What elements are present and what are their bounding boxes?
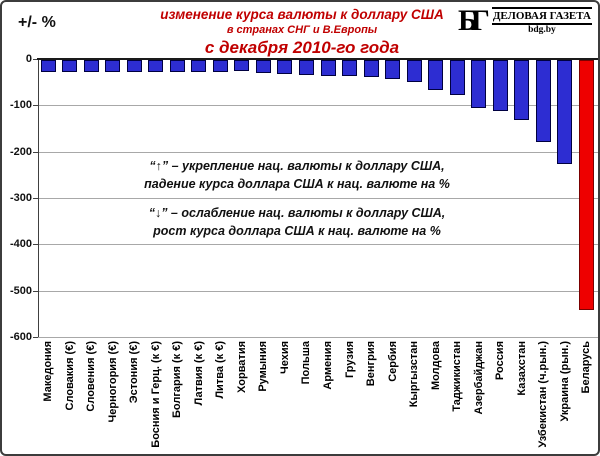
x-label-Македония: Македония (42, 341, 55, 402)
annotation-up: “↑” – укрепление нац. валюты к доллару С… (97, 158, 497, 193)
x-label-Беларусь: Беларусь (580, 341, 593, 394)
bdg-logo-name: ДЕЛОВАЯ ГАЗЕТА (491, 7, 592, 25)
bar-Беларусь (578, 60, 594, 311)
bar-Болгария (к €) (169, 60, 185, 72)
bar-Армения (320, 60, 336, 77)
bar-Литва (к €) (212, 60, 228, 72)
gridline--100 (37, 105, 598, 107)
bdg-monogram-icon: БГ (457, 4, 490, 37)
annotation-down-line2: рост курса доллара США к нац. валюте на … (153, 223, 441, 238)
y-tick-label: -600 (9, 331, 32, 343)
bdg-logo: БГ ДЕЛОВАЯ ГАЗЕТА bdg.by (457, 4, 592, 37)
bar-Латвия (к €) (191, 60, 207, 73)
y-tickmark (32, 198, 38, 199)
bar-Азербайджан (471, 60, 487, 109)
chart-title-line2: в странах СНГ и В.Европы (226, 24, 378, 36)
y-tickmark (32, 105, 38, 107)
y-tickmark (32, 337, 38, 338)
x-label-Литва (к €): Литва (к €) (214, 341, 227, 399)
bar-Эстония (€) (126, 60, 142, 72)
bar-Польша (298, 60, 314, 76)
x-label-Хорватия: Хорватия (235, 341, 248, 393)
y-tick-label: -100 (9, 99, 32, 112)
bar-Россия (492, 60, 508, 112)
y-tickmark (32, 151, 38, 153)
x-label-Польша: Польша (300, 341, 313, 385)
x-label-Чехия: Чехия (278, 341, 291, 374)
y-tick-label: -300 (9, 192, 32, 204)
bar-Украина (рын.) (557, 60, 573, 165)
x-label-Таджикистан: Таджикистан (451, 341, 464, 412)
bar-Узбекистан (ч.рын.) (535, 60, 551, 143)
bdg-logo-text: ДЕЛОВАЯ ГАЗЕТА bdg.by (491, 7, 592, 36)
bar-Македония (40, 60, 56, 72)
gridline--600 (37, 337, 598, 338)
x-label-Черногория (€): Черногория (€) (106, 341, 119, 423)
gridline--300 (37, 198, 598, 199)
x-label-Словакия (€): Словакия (€) (63, 341, 76, 411)
y-tick-label: 0 (25, 53, 32, 65)
x-label-Армения: Армения (322, 341, 334, 390)
annotation-down-line1: “↓” – ослабление нац. валюты к доллару С… (148, 206, 446, 220)
x-label-Молдова: Молдова (429, 341, 442, 391)
bdg-logo-site: bdg.by (528, 25, 556, 35)
zero-baseline (36, 58, 598, 60)
bar-Таджикистан (449, 60, 465, 96)
bar-Грузия (342, 60, 358, 77)
y-tick-label: -200 (9, 145, 32, 158)
x-label-Кыргызстан: Кыргызстан (408, 341, 421, 408)
bar-Словакия (€) (62, 60, 78, 72)
x-label-Эстония (€): Эстония (€) (128, 341, 141, 404)
y-tickmark (32, 244, 38, 246)
y-tickmark (32, 59, 38, 60)
y-axis-unit-label: +/- % (18, 14, 56, 31)
annotation-down: “↓” – ослабление нац. валюты к доллару С… (97, 205, 497, 240)
bar-Молдова (428, 60, 444, 91)
gridline--200 (37, 151, 598, 153)
bar-Казахстан (514, 60, 530, 120)
x-label-Казахстан: Казахстан (515, 341, 528, 396)
bar-Сербия (385, 60, 401, 79)
chart-title-line1: изменение курса валюты к доллару США (160, 7, 444, 22)
bar-Черногория (€) (105, 60, 121, 72)
x-label-Азербайджан: Азербайджан (472, 341, 485, 415)
y-tick-label: -500 (9, 284, 32, 297)
x-label-Узбекистан (ч.рын.): Узбекистан (ч.рын.) (537, 341, 550, 448)
bar-Румыния (255, 60, 271, 74)
x-label-Грузия: Грузия (343, 341, 356, 379)
x-label-Венгрия: Венгрия (365, 341, 378, 387)
x-label-Сербия: Сербия (386, 341, 399, 382)
gridline--400 (37, 244, 598, 246)
chart-title-block: изменение курса валюты к доллару США в с… (82, 6, 522, 58)
x-label-Словения (€): Словения (€) (85, 341, 98, 412)
x-label-Румыния: Румыния (257, 341, 270, 392)
x-label-Украина (рын.): Украина (рын.) (558, 341, 571, 422)
bar-Венгрия (363, 60, 379, 78)
bar-Босния и Герц. (к €) (148, 60, 164, 72)
bar-Хорватия (234, 60, 250, 71)
x-label-Россия: Россия (494, 341, 507, 381)
gridline--500 (37, 290, 598, 292)
annotation-up-line1: “↑” – укрепление нац. валюты к доллару С… (149, 159, 445, 173)
x-label-Босния и Герц. (к €): Босния и Герц. (к €) (149, 341, 162, 448)
x-label-Латвия (к €): Латвия (к €) (192, 341, 205, 406)
bar-Чехия (277, 60, 293, 74)
x-label-Болгария (к €): Болгария (к €) (171, 341, 184, 418)
y-tick-label: -400 (9, 238, 32, 251)
bar-Кыргызстан (406, 60, 422, 83)
chart-title-line3: с декабря 2010-го года (204, 38, 400, 57)
annotation-up-line2: падение курса доллара США к нац. валюте … (144, 176, 450, 191)
y-tickmark (32, 290, 38, 292)
bar-Словения (€) (83, 60, 99, 72)
y-axis-line (37, 59, 39, 337)
